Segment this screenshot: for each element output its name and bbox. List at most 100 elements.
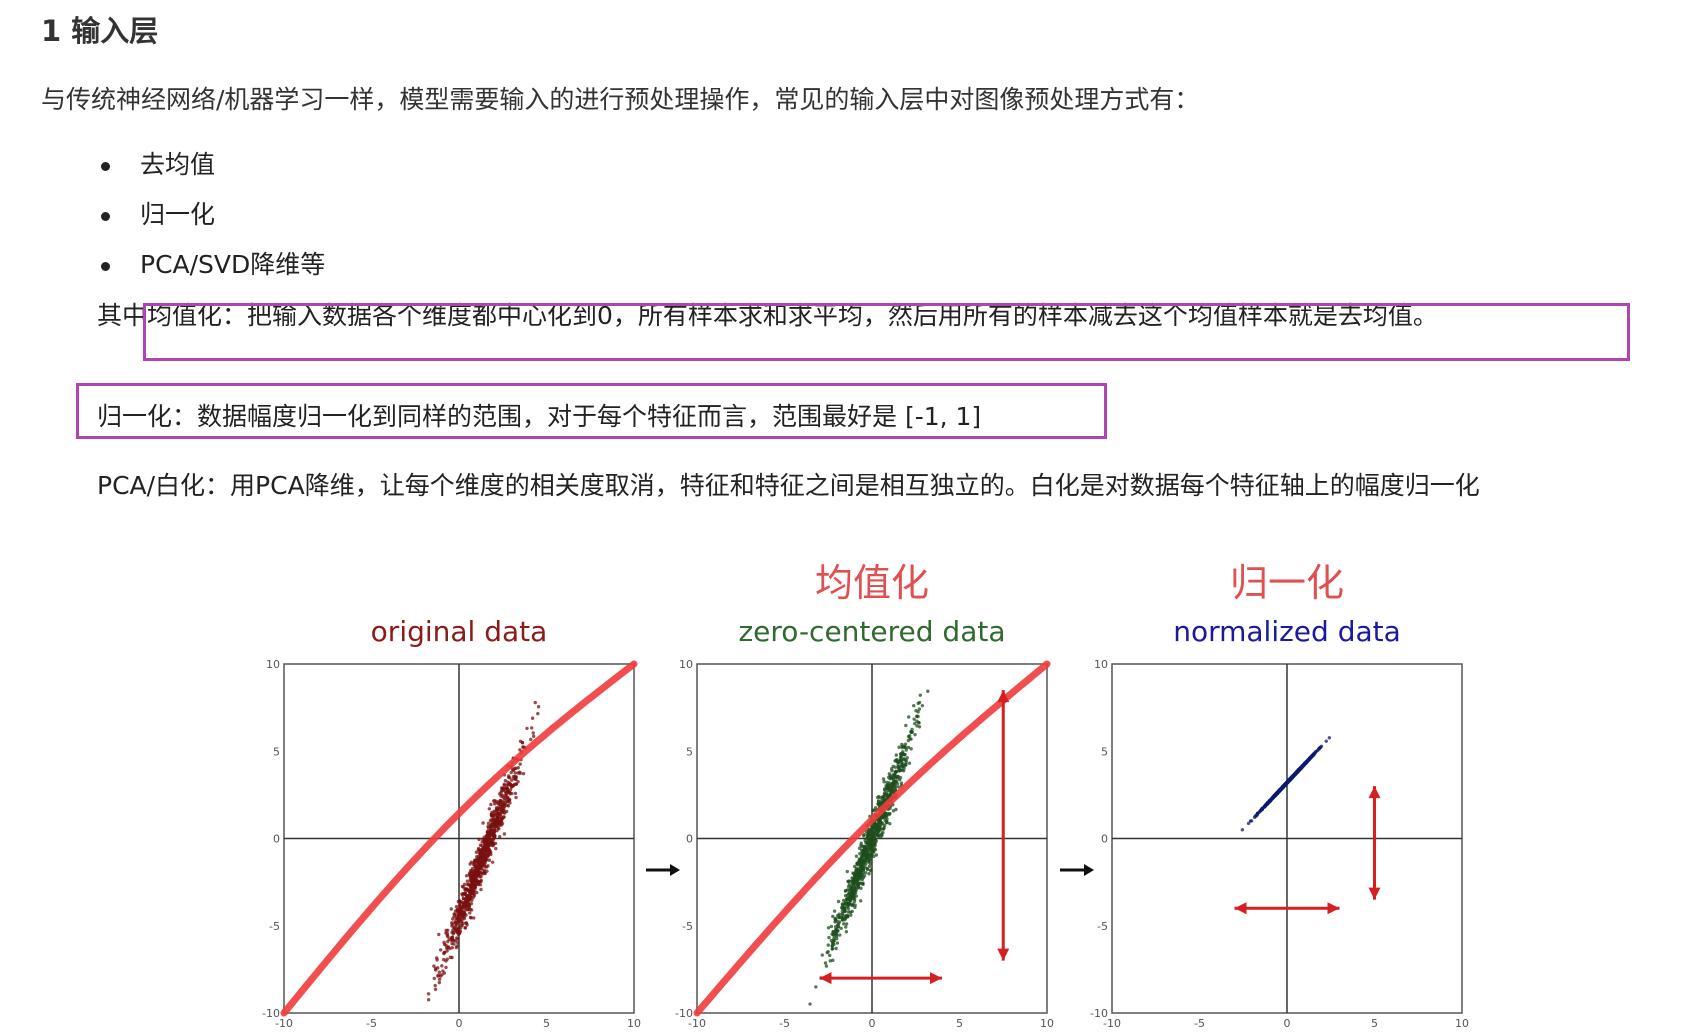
data-point bbox=[508, 787, 513, 792]
data-point bbox=[839, 926, 843, 931]
data-point bbox=[853, 877, 858, 882]
data-point bbox=[859, 868, 863, 873]
data-point bbox=[885, 786, 889, 790]
data-point bbox=[889, 782, 894, 786]
data-point bbox=[492, 836, 497, 840]
data-point bbox=[885, 782, 890, 787]
data-point bbox=[468, 911, 472, 915]
data-point bbox=[852, 899, 857, 904]
data-point bbox=[473, 882, 477, 886]
data-point bbox=[878, 820, 883, 824]
panel-title-cn-1: 均值化 bbox=[815, 561, 929, 605]
data-point bbox=[876, 833, 881, 837]
data-point bbox=[834, 946, 838, 951]
arrow-head bbox=[1368, 786, 1381, 799]
data-point bbox=[465, 879, 470, 883]
data-point bbox=[838, 933, 842, 937]
data-point bbox=[1290, 776, 1295, 780]
data-point bbox=[876, 800, 881, 804]
data-point bbox=[426, 998, 431, 1002]
data-point bbox=[844, 922, 849, 926]
data-point bbox=[485, 849, 489, 854]
data-point bbox=[874, 839, 878, 843]
data-point bbox=[475, 873, 480, 877]
data-point bbox=[478, 843, 483, 847]
arrow-head bbox=[930, 972, 942, 985]
data-point bbox=[837, 912, 841, 916]
data-point bbox=[876, 795, 880, 800]
data-point bbox=[511, 783, 515, 788]
data-point bbox=[444, 965, 448, 970]
data-point bbox=[912, 717, 916, 721]
data-point bbox=[882, 780, 886, 784]
data-point bbox=[495, 828, 499, 833]
data-point bbox=[915, 724, 919, 728]
data-point bbox=[500, 793, 505, 798]
data-point bbox=[513, 771, 517, 775]
data-point bbox=[475, 854, 479, 859]
data-point bbox=[450, 917, 455, 921]
x-tick-label: 10 bbox=[1040, 1017, 1054, 1030]
data-point bbox=[445, 957, 449, 961]
data-point bbox=[509, 770, 513, 775]
data-point bbox=[1301, 763, 1306, 767]
data-point bbox=[462, 882, 467, 887]
data-point bbox=[899, 752, 903, 756]
data-point bbox=[453, 909, 458, 913]
data-point bbox=[850, 895, 855, 899]
data-point bbox=[897, 759, 902, 763]
list-item-pca: PCA/SVD降维等 bbox=[96, 248, 325, 298]
data-point bbox=[860, 881, 865, 886]
data-point bbox=[860, 872, 864, 876]
data-point bbox=[455, 916, 460, 921]
arrow-head bbox=[997, 690, 1010, 703]
data-point bbox=[463, 892, 467, 897]
arrow-head bbox=[819, 972, 832, 985]
data-point bbox=[828, 959, 832, 963]
data-point bbox=[506, 780, 510, 784]
data-point bbox=[849, 913, 853, 917]
data-point bbox=[490, 860, 495, 864]
data-point bbox=[474, 850, 479, 854]
data-point bbox=[831, 958, 835, 963]
data-point bbox=[844, 930, 849, 934]
cumulative-curve bbox=[693, 660, 1051, 1017]
data-point bbox=[894, 807, 898, 812]
data-point bbox=[814, 985, 818, 989]
data-point bbox=[460, 892, 464, 896]
data-point bbox=[479, 887, 483, 892]
data-point bbox=[489, 825, 494, 830]
data-point bbox=[1284, 781, 1288, 786]
data-point bbox=[489, 852, 493, 857]
data-point bbox=[502, 798, 507, 803]
data-point bbox=[469, 916, 473, 920]
data-point bbox=[477, 863, 481, 868]
x-tick-label: 5 bbox=[543, 1017, 550, 1030]
data-point bbox=[855, 881, 859, 886]
data-point bbox=[505, 786, 509, 791]
data-point bbox=[530, 726, 534, 730]
data-point bbox=[1267, 799, 1272, 803]
data-point bbox=[808, 1002, 812, 1006]
x-tick-label: 0 bbox=[869, 1017, 876, 1030]
data-point bbox=[484, 865, 489, 869]
normalization-highlight-box bbox=[76, 383, 1107, 439]
data-point bbox=[432, 964, 436, 968]
data-point bbox=[847, 891, 852, 895]
data-point bbox=[504, 792, 509, 796]
data-point bbox=[444, 928, 448, 933]
data-point bbox=[510, 791, 514, 796]
data-point bbox=[469, 908, 474, 912]
data-point bbox=[907, 761, 912, 765]
arrow-head bbox=[997, 948, 1010, 961]
data-point bbox=[906, 745, 911, 750]
data-point bbox=[533, 700, 537, 705]
data-point bbox=[915, 714, 919, 718]
data-point bbox=[1286, 779, 1291, 783]
data-point bbox=[457, 910, 461, 914]
data-point bbox=[518, 762, 522, 766]
data-point bbox=[433, 966, 438, 971]
data-point bbox=[513, 777, 518, 781]
data-point bbox=[472, 876, 476, 880]
data-point bbox=[472, 893, 476, 897]
